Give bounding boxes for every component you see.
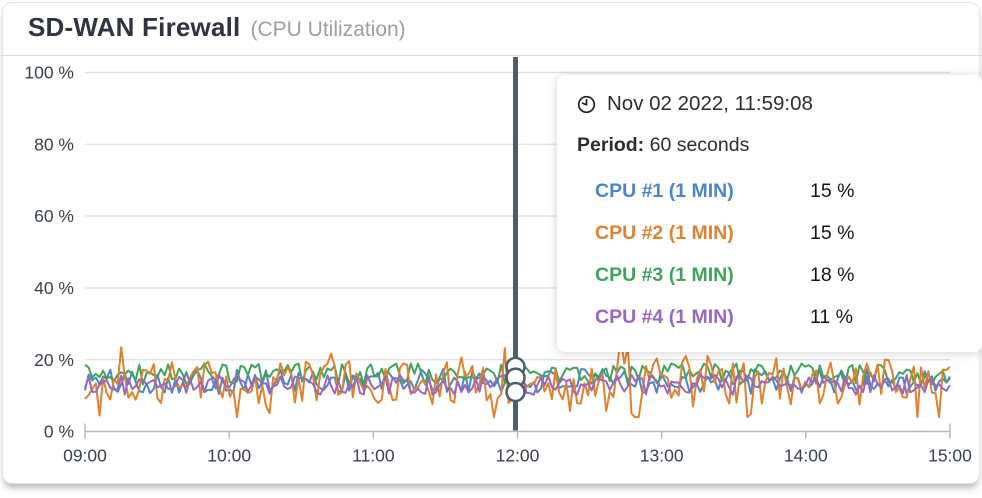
y-axis-tick-label: 20 % [34,350,74,370]
x-axis-tick-label: 13:00 [640,446,684,466]
x-axis-tick-label: 12:00 [496,446,540,466]
y-axis-tick-label: 80 % [34,134,74,154]
tooltip-series-label-2: CPU #2 (1 MIN) [595,221,734,244]
chart-tooltip: Nov 02 2022, 11:59:08 Period: 60 seconds… [557,75,982,352]
x-axis-tick-label: 09:00 [63,446,107,466]
y-axis-tick-label: 100 % [24,63,74,83]
tooltip-period-value: 60 seconds [649,134,750,156]
chart-header: SD-WAN Firewall (CPU Utilization) [28,12,406,52]
x-axis-tick-label: 15:00 [928,446,972,466]
tooltip-series-list: CPU #1 (1 MIN) 15 % CPU #2 (1 MIN) 15 % CPU … [577,170,982,338]
tooltip-series-row: CPU #2 (1 MIN) 15 % [577,212,982,254]
page-subtitle: (CPU Utilization) [250,18,406,41]
tooltip-period: Period: 60 seconds [577,134,982,157]
y-axis-tick-label: 60 % [34,206,74,226]
x-axis-tick-label: 10:00 [207,446,251,466]
tooltip-series-value-1: 15 % [810,179,855,202]
x-axis-tick-label: 11:00 [352,446,395,466]
tooltip-series-label-3: CPU #3 (1 MIN) [595,263,734,286]
tooltip-series-row: CPU #4 (1 MIN) 11 % [577,296,982,338]
x-axis-tick-label: 14:00 [784,446,828,466]
tooltip-series-value-3: 18 % [810,263,855,286]
header-divider [0,55,982,56]
clock-icon [577,95,596,113]
tooltip-timestamp-row: Nov 02 2022, 11:59:08 [577,91,982,117]
page-title: SD-WAN Firewall [28,12,241,42]
tooltip-series-label-4: CPU #4 (1 MIN) [595,305,734,328]
tooltip-series-value-4: 11 % [810,305,853,328]
tooltip-series-row: CPU #3 (1 MIN) 18 % [577,254,982,296]
tooltip-timestamp: Nov 02 2022, 11:59:08 [607,92,813,115]
cursor-marker [505,381,526,403]
tooltip-series-value-2: 15 % [810,221,855,244]
y-axis-tick-label: 40 % [34,278,74,298]
y-axis-tick-label: 0 % [44,422,74,442]
tooltip-period-label: Period: [577,134,645,156]
tooltip-series-label-1: CPU #1 (1 MIN) [595,179,734,202]
tooltip-series-row: CPU #1 (1 MIN) 15 % [577,170,982,212]
